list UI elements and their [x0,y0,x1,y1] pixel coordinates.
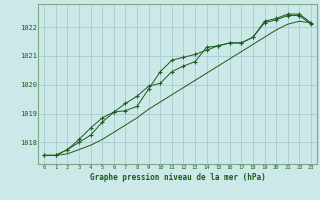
X-axis label: Graphe pression niveau de la mer (hPa): Graphe pression niveau de la mer (hPa) [90,173,266,182]
